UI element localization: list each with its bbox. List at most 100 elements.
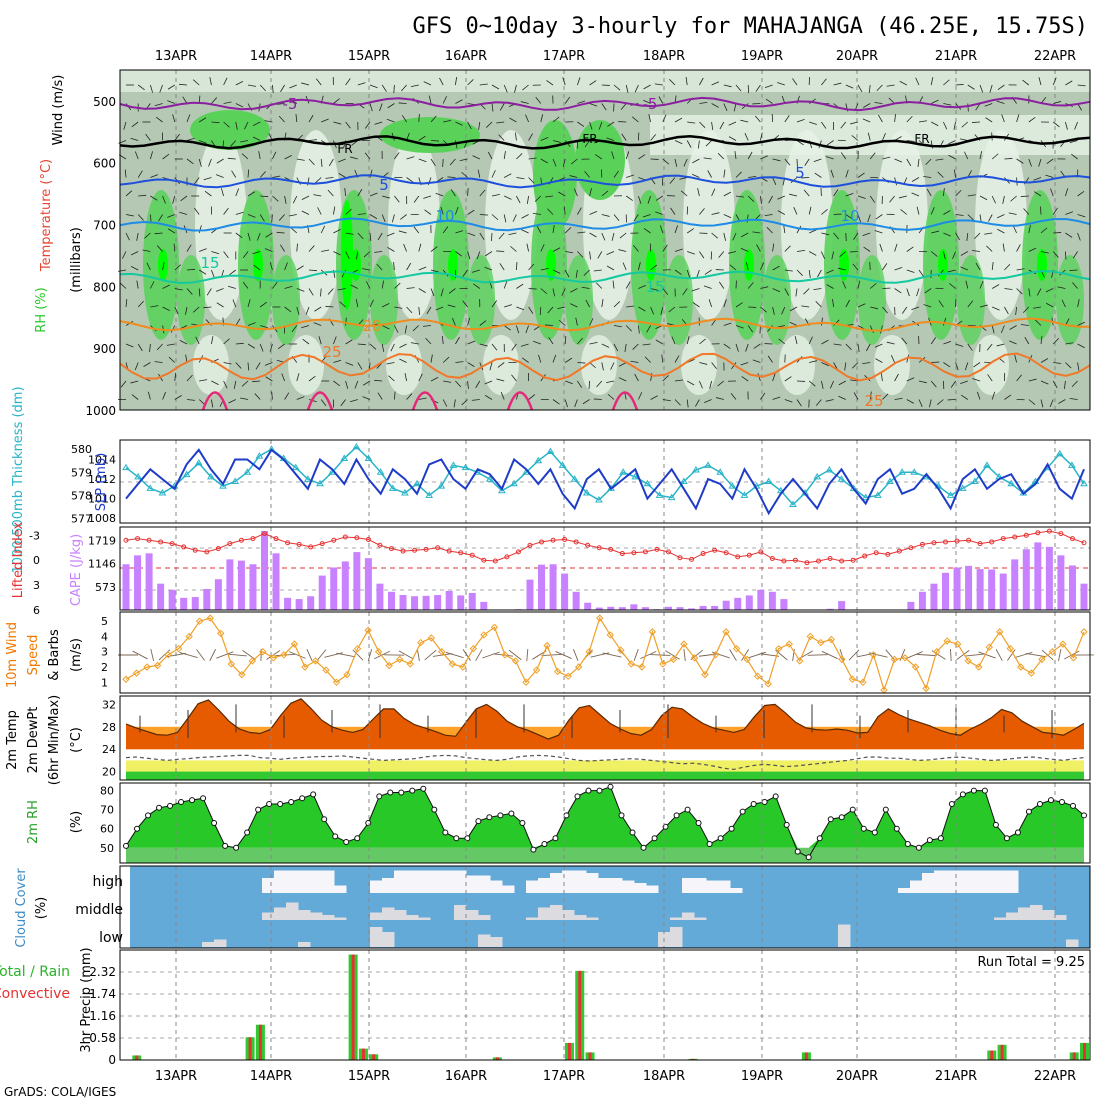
wind-barb (1016, 244, 1021, 252)
wind-barb (1038, 77, 1042, 86)
rh-point (981, 787, 988, 794)
wind-barb (717, 380, 725, 387)
cloud-bar (1054, 915, 1067, 920)
wind-barb (589, 341, 598, 345)
cloud-bar (598, 878, 611, 893)
cloud-bar (406, 915, 419, 920)
wind-barb (168, 356, 176, 363)
wind-barb (768, 195, 773, 204)
wind-barb (863, 103, 871, 108)
wind-barb (640, 650, 657, 660)
wind-barb (162, 306, 170, 311)
wind-barb (723, 232, 726, 241)
wind-barb (744, 133, 749, 141)
cape-bar (780, 599, 788, 610)
wind-barb (558, 319, 566, 326)
wind-barb (503, 325, 511, 331)
wind-speed-point (353, 644, 362, 653)
wind-barb (642, 343, 651, 346)
wind-speed-point (501, 651, 509, 659)
wind-barb (247, 299, 251, 308)
wind-barb (930, 206, 935, 215)
lifted-index-point (400, 548, 406, 554)
wind-barb (461, 399, 468, 406)
rh-point (574, 793, 581, 800)
wind-speed-point (1006, 644, 1015, 653)
wind-barb (584, 171, 590, 178)
wind-barb (253, 264, 261, 271)
wind-barb (760, 392, 766, 400)
rh-dry-area (386, 335, 422, 395)
wind-barb (498, 134, 505, 141)
thickness-point (1067, 461, 1076, 468)
wind-barb (516, 177, 525, 180)
wind-barb (784, 376, 792, 382)
cloud-bar (586, 917, 599, 920)
y-tick-label: 1 (101, 676, 108, 689)
wind-barb (682, 288, 688, 296)
wind-barb (796, 399, 802, 407)
wind-speed-point (859, 678, 867, 687)
wind-barb (943, 232, 951, 237)
wind-barb (211, 269, 215, 278)
wind-barb (182, 96, 188, 104)
wind-barb (906, 115, 913, 123)
rh-moist-area (1056, 255, 1084, 345)
wind-barb (272, 175, 281, 178)
isotherm-30 (201, 391, 229, 411)
wind-barb (540, 288, 548, 295)
wind-barb (953, 121, 956, 130)
wind-barb (269, 343, 273, 352)
rh-moist-area (565, 255, 593, 345)
cloud-row-label: low (99, 930, 123, 946)
wind-barb (833, 82, 842, 86)
wind-barb (687, 121, 696, 124)
wind-barb (496, 250, 505, 252)
axis-label: Cloud Cover (14, 868, 29, 948)
wind-barb (661, 354, 664, 363)
date-label: 15APR (348, 49, 390, 64)
wind-barb (1071, 380, 1078, 388)
wind-barb (321, 249, 330, 252)
wind-barb (186, 137, 195, 141)
wind-barb (443, 119, 452, 123)
isotherm-line (119, 270, 1091, 285)
wind-barb (878, 114, 883, 123)
wind-barb (833, 319, 840, 326)
wind-barb (947, 269, 956, 273)
wind-speed-point (743, 655, 751, 664)
wind-barb (564, 357, 573, 363)
wind-barb (394, 152, 400, 160)
wind-barb (803, 189, 810, 197)
wind-barb (869, 325, 874, 333)
wind-barb (439, 77, 444, 86)
y-tick-label: 1719 (88, 534, 116, 547)
wind-barb (911, 177, 920, 182)
wind-barb (1065, 362, 1072, 369)
cloud-bar (310, 912, 323, 920)
wind-barb (241, 380, 249, 387)
wind-barb (813, 158, 822, 162)
cape-bar (434, 595, 442, 610)
wind-barb (423, 81, 432, 86)
axis-label: Speed (26, 635, 41, 676)
wind-barb (589, 232, 597, 238)
wind-barb (194, 177, 200, 185)
wind-barb (735, 171, 742, 178)
wind-barb (607, 393, 615, 400)
thickness-point (582, 489, 591, 496)
wind-barb (992, 284, 1000, 289)
wind-barb (418, 158, 427, 163)
wind-barb (830, 169, 834, 178)
wind-barb (601, 362, 604, 371)
wind-barb (364, 121, 371, 129)
wind-barb (265, 376, 273, 382)
wind-barb (1022, 306, 1030, 314)
wind-barb (192, 79, 200, 86)
wind-barb (760, 132, 763, 141)
wind-barb (564, 227, 572, 234)
wind-barb (735, 302, 743, 308)
wind-barb (216, 651, 234, 659)
wind-barb (363, 380, 371, 386)
rh-area (126, 786, 1084, 848)
